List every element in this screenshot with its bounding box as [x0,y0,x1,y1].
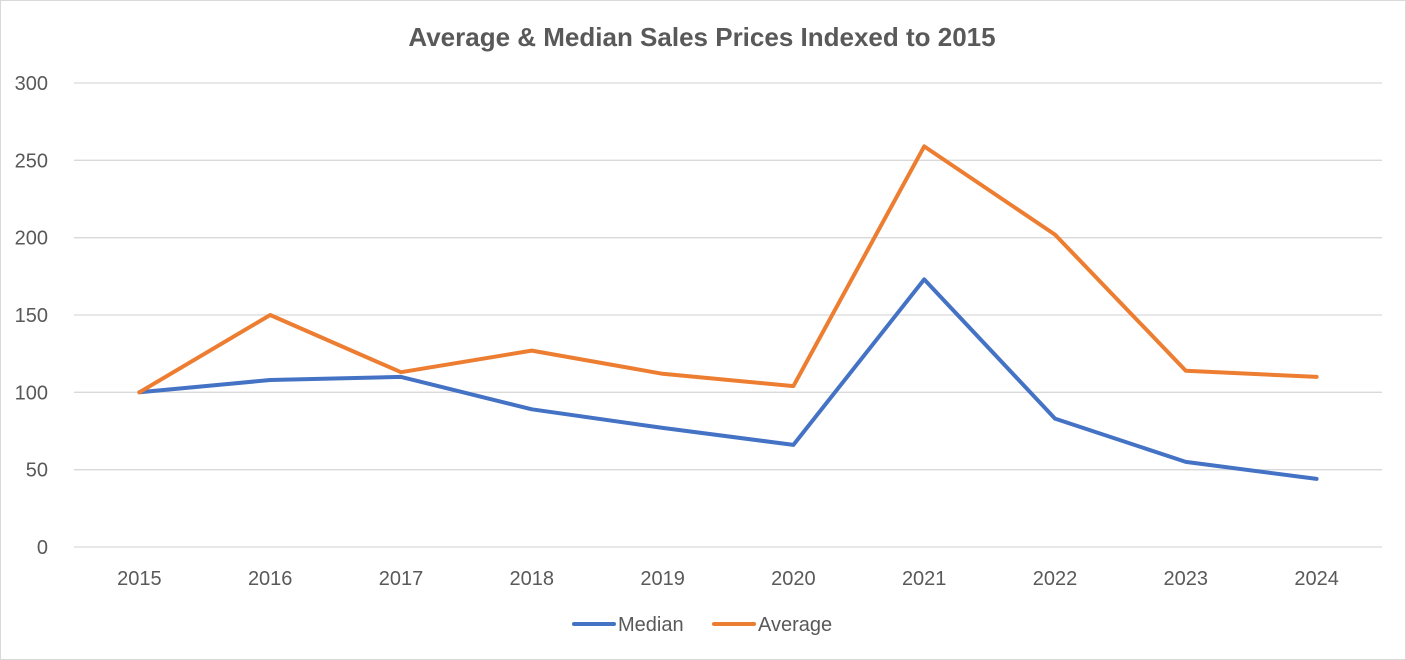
legend: Median Average [572,614,832,636]
x-tick-label: 2016 [248,568,293,590]
series-lines [137,144,1319,481]
gridlines [74,82,1382,548]
x-tick-label: 2019 [640,568,685,590]
x-tick-label: 2015 [117,568,162,590]
legend-label-average: Average [758,614,832,636]
series-line-median [137,277,1319,481]
y-tick-label: 100 [15,382,48,404]
legend-label-median: Median [618,614,684,636]
x-tick-label: 2017 [379,568,424,590]
chart-title: Average & Median Sales Prices Indexed to… [408,22,995,52]
series-line-average [137,144,1319,395]
y-tick-label: 300 [15,73,48,95]
y-tick-label: 250 [15,150,48,172]
x-tick-label: 2023 [1164,568,1209,590]
y-axis-ticks: 0 50 100 150 200 250 300 [15,73,48,559]
x-tick-label: 2018 [510,568,555,590]
x-axis-ticks: 2015 2016 2017 2018 2019 2020 2021 2022 2023 2024 [117,568,1339,590]
y-tick-label: 150 [15,305,48,327]
y-tick-label: 50 [26,460,48,482]
y-tick-label: 200 [15,228,48,250]
x-tick-label: 2022 [1033,568,1078,590]
x-tick-label: 2024 [1294,568,1339,590]
x-tick-label: 2021 [902,568,947,590]
x-tick-label: 2020 [771,568,816,590]
y-tick-label: 0 [37,537,48,559]
